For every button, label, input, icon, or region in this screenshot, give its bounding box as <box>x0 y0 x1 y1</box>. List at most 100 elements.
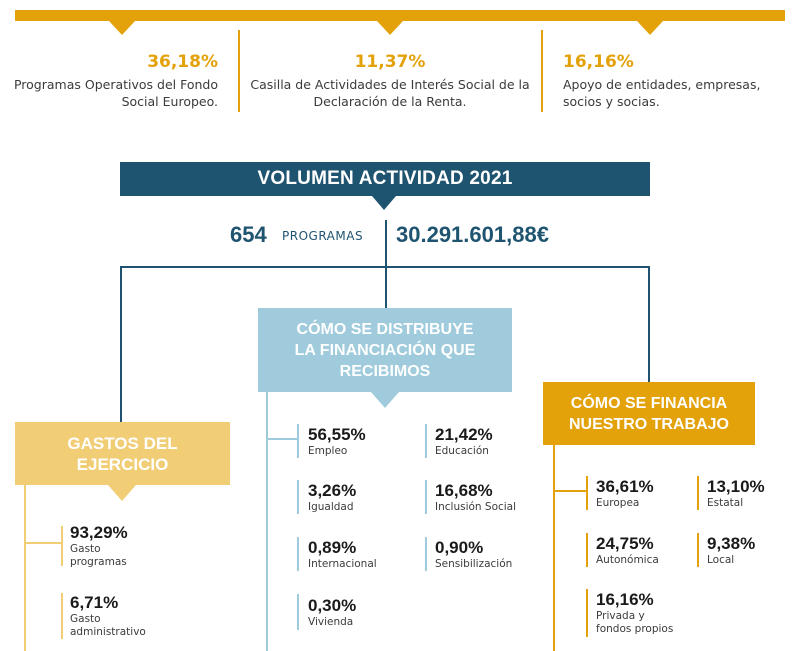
financiacion-branch-line <box>553 490 587 492</box>
desc-line: Social Europeo. <box>121 94 218 109</box>
banner-pointer <box>372 196 396 210</box>
connector-right <box>648 266 650 382</box>
label-line: Gasto <box>70 543 101 555</box>
distribucion-item-bar <box>297 424 299 458</box>
distribucion-item: 0,89% Internacional <box>308 538 377 571</box>
box-title-line: LA FINANCIACIÓN QUE <box>294 341 476 359</box>
financiacion-item-bar <box>697 533 699 567</box>
top-stat-entidades: 16,16% Apoyo de entidades, empresas, soc… <box>563 52 783 110</box>
financiacion-item: 9,38% Local <box>707 534 755 567</box>
item-pct: 13,10% <box>707 477 765 496</box>
top-stat-desc: Programas Operativos del Fondo Social Eu… <box>10 76 218 110</box>
gastos-item: 6,71% Gasto administrativo <box>70 593 146 639</box>
item-pct: 21,42% <box>435 425 493 444</box>
top-stat-fse: 36,18% Programas Operativos del Fondo So… <box>10 52 218 110</box>
distribucion-item-bar <box>425 424 427 458</box>
top-stat-irpf: 11,37% Casilla de Actividades de Interés… <box>245 52 535 110</box>
item-label: Gasto programas <box>70 543 128 569</box>
desc-line: Declaración de la Renta. <box>313 94 467 109</box>
item-pct: 93,29% <box>70 523 128 542</box>
item-pct: 56,55% <box>308 425 366 444</box>
box-title-line: GASTOS DEL <box>67 433 178 453</box>
item-label: Igualdad <box>308 501 354 513</box>
totals-divider <box>385 220 387 250</box>
distribucion-item: 3,26% Igualdad <box>308 481 356 514</box>
top-bar-notch <box>109 21 135 35</box>
financiacion-box: CÓMO SE FINANCIA NUESTRO TRABAJO <box>543 382 755 445</box>
distribucion-item: 0,90% Sensibilización <box>435 538 512 571</box>
distribucion-item: 56,55% Empleo <box>308 425 366 458</box>
financiacion-item: 13,10% Estatal <box>707 477 765 510</box>
distribucion-item: 16,68% Inclusión Social <box>435 481 516 514</box>
top-stat-divider <box>541 30 543 112</box>
top-bar-notch <box>377 21 403 35</box>
banner-title: VOLUMEN ACTIVIDAD 2021 <box>257 168 513 189</box>
item-label: Privada y fondos propios <box>596 610 673 636</box>
label-line: programas <box>70 556 127 568</box>
item-pct: 0,90% <box>435 538 484 557</box>
financiacion-trunk-line <box>553 445 555 651</box>
distribucion-item: 0,30% Vivienda <box>308 596 356 629</box>
financiacion-item-bar <box>586 533 588 567</box>
item-pct: 3,26% <box>308 481 357 500</box>
gastos-pointer <box>108 485 136 501</box>
top-stat-pct: 16,16% <box>563 52 634 72</box>
distribucion-trunk-line <box>266 392 268 651</box>
item-label: Gasto administrativo <box>70 613 146 639</box>
item-pct: 0,89% <box>308 538 357 557</box>
distribucion-item: 21,42% Educación <box>435 425 493 458</box>
item-label: Empleo <box>308 445 348 457</box>
box-title-line: CÓMO SE DISTRIBUYE <box>296 320 474 338</box>
box-title-line: NUESTRO TRABAJO <box>568 415 729 433</box>
distribucion-branch-line <box>266 438 298 440</box>
gastos-branch-line <box>24 542 62 544</box>
item-pct: 16,68% <box>435 481 493 500</box>
top-stat-pct: 36,18% <box>147 52 218 72</box>
item-label: Local <box>707 554 735 566</box>
gastos-item-bar <box>61 526 63 566</box>
financiacion-item-bar <box>697 476 699 510</box>
item-pct: 24,75% <box>596 534 654 553</box>
gastos-box: GASTOS DEL EJERCICIO <box>15 422 230 485</box>
desc-line: Programas Operativos del Fondo <box>13 77 218 92</box>
box-title-line: CÓMO SE FINANCIA <box>570 394 728 412</box>
volumen-banner: VOLUMEN ACTIVIDAD 2021 <box>120 162 650 196</box>
desc-line: Apoyo de entidades, empresas, <box>563 77 761 92</box>
desc-line: socios y socias. <box>563 94 660 109</box>
financiacion-item: 36,61% Europea <box>596 477 654 510</box>
programs-count: 654 <box>230 222 267 247</box>
top-stat-desc: Apoyo de entidades, empresas, socios y s… <box>563 76 783 110</box>
distribucion-item-bar <box>425 537 427 571</box>
item-label: Inclusión Social <box>435 501 517 513</box>
connector-left <box>120 266 122 422</box>
connector-horizontal <box>120 266 650 268</box>
gastos-trunk-line <box>24 485 26 651</box>
financiacion-item: 16,16% Privada y fondos propios <box>596 590 673 636</box>
connector-center <box>385 250 387 308</box>
item-pct: 36,61% <box>596 477 654 496</box>
item-label: Internacional <box>308 558 377 570</box>
label-line: Privada y <box>596 610 645 622</box>
item-label: Autonómica <box>596 554 659 566</box>
item-pct: 16,16% <box>596 590 654 609</box>
distribucion-box: CÓMO SE DISTRIBUYE LA FINANCIACIÓN QUE R… <box>258 308 512 392</box>
label-line: administrativo <box>70 626 146 638</box>
label-line: Gasto <box>70 613 101 625</box>
distribucion-pointer <box>371 392 399 408</box>
top-bar-notch <box>637 21 663 35</box>
item-label: Vivienda <box>308 616 354 628</box>
item-label: Estatal <box>707 497 744 509</box>
top-stat-pct: 11,37% <box>354 52 426 72</box>
financiacion-item-bar <box>586 476 588 510</box>
total-amount: 30.291.601,88€ <box>396 222 549 247</box>
financiacion-item-bar <box>586 589 588 637</box>
box-title-line: RECIBIMOS <box>339 362 431 380</box>
distribucion-item-bar <box>425 480 427 514</box>
programs-label: PROGRAMAS <box>282 229 364 243</box>
top-stat-divider <box>238 30 240 112</box>
gastos-item-bar <box>61 593 63 639</box>
gastos-item: 93,29% Gasto programas <box>70 523 128 569</box>
item-label: Educación <box>435 445 489 457</box>
item-pct: 9,38% <box>707 534 756 553</box>
label-line: fondos propios <box>596 623 674 635</box>
